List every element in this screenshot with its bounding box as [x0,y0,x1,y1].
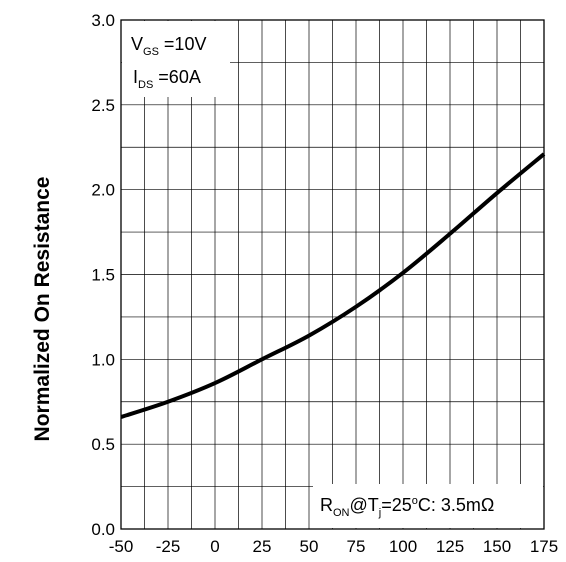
y-tick-label: 1.0 [91,350,115,369]
plot-frame [120,19,545,530]
x-tick-label: -50 [109,537,134,556]
x-tick-label: 0 [210,537,219,556]
x-tick-label: 75 [347,537,366,556]
x-tick-label: -25 [156,537,181,556]
x-tick-label: 175 [530,537,558,556]
x-tick-label: 50 [300,537,319,556]
x-tick-labels: -50 -25 0 25 50 75 100 125 150 175 [109,537,558,556]
y-tick-label: 1.5 [91,266,115,285]
ids-annotation: IDS =60A [133,67,201,91]
series-line [120,152,546,419]
y-tick-label: 3.0 [91,11,115,30]
x-tick-label: 150 [483,537,511,556]
y-tick-label: 2.0 [91,181,115,200]
ron-reference-box [313,484,543,528]
y-tick-label: 2.5 [91,96,115,115]
vgs-annotation: VGS =10V [131,34,206,58]
series-group [120,152,546,419]
y-axis-label: Normalized On Resistance [31,177,54,442]
y-tick-label: 0.5 [91,435,115,454]
x-tick-label: 100 [389,537,417,556]
conditions-box [122,21,230,97]
y-tick-labels: 0.0 0.5 1.0 1.5 2.0 2.5 3.0 [91,11,115,539]
x-tick-label: 25 [253,537,272,556]
y-tick-label: 0.0 [91,520,115,539]
x-tick-label: 125 [436,537,464,556]
ron-reference-annotation: RON@Tj=25oC: 3.5mΩ [320,495,494,519]
